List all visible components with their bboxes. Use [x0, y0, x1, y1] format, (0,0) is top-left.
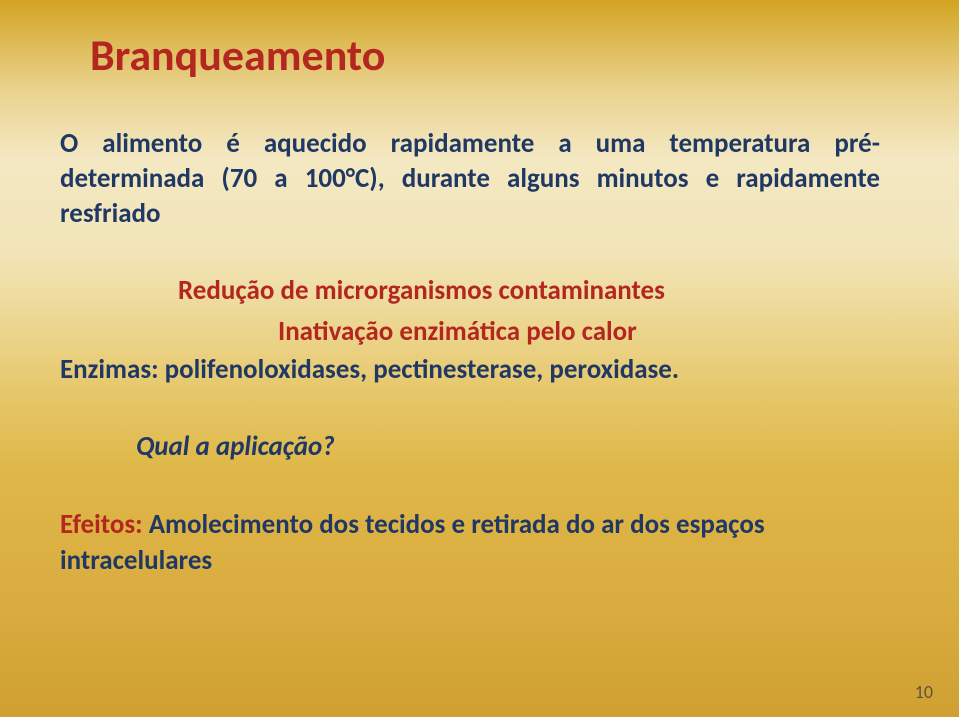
- effects-label: Efeitos:: [60, 508, 149, 541]
- effects-line: Efeitos: Amolecimento dos tecidos e reti…: [60, 507, 899, 580]
- slide-title: Branqueamento: [90, 28, 899, 82]
- slide: Branqueamento O alimento é aquecido rapi…: [0, 0, 959, 717]
- intro-paragraph: O alimento é aquecido rapidamente a uma …: [60, 126, 880, 231]
- page-number: 10: [915, 681, 933, 703]
- enzymes-line: Enzimas: polifenoloxidases, pectinestera…: [60, 352, 899, 388]
- point-inactivation: Inativação enzimática pelo calor: [278, 314, 899, 350]
- question-line: Qual a aplicação?: [136, 429, 899, 465]
- point-reduction: Redução de microrganismos contaminantes: [178, 273, 899, 309]
- effects-text: Amolecimento dos tecidos e retirada do a…: [60, 508, 765, 577]
